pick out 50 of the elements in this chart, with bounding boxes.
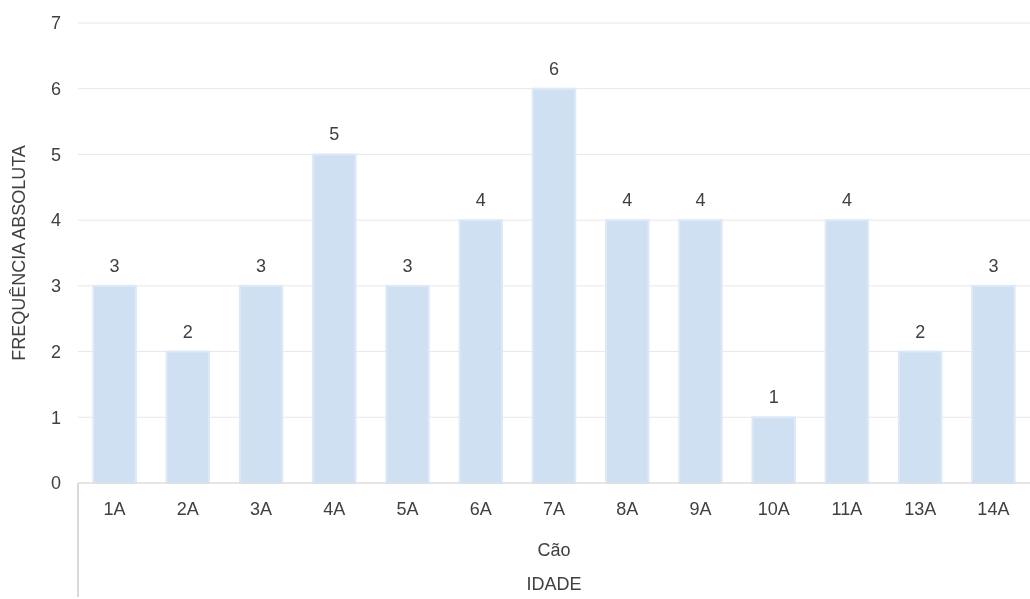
data-label: 5	[329, 124, 340, 145]
y-tick-label: 3	[50, 276, 61, 297]
y-tick-label: 1	[50, 407, 61, 428]
bar	[385, 284, 430, 484]
x-tick-label: 10A	[757, 498, 790, 519]
data-label: 4	[622, 190, 633, 211]
x-tick-label: 3A	[250, 498, 273, 519]
y-tick-label: 6	[50, 78, 61, 99]
data-label: 2	[182, 321, 193, 342]
bar	[751, 416, 796, 484]
x-tick-label: 9A	[689, 498, 712, 519]
data-label: 4	[695, 190, 706, 211]
data-label: 6	[548, 58, 560, 79]
x-tick-label: 8A	[616, 498, 639, 519]
data-label: 1	[768, 387, 779, 408]
text: Cão	[537, 540, 571, 560]
x-tick-label: 7A	[542, 498, 566, 519]
bar	[92, 284, 137, 484]
data-label: 3	[402, 255, 413, 276]
x-tick-label: 14A	[977, 498, 1010, 519]
bar	[824, 219, 870, 484]
x-tick-label: 5A	[396, 498, 419, 519]
x-tick-label: 6A	[469, 498, 492, 519]
data-label: 3	[988, 255, 999, 276]
bar	[238, 284, 284, 484]
y-axis-title: FREQUÊNCIA ABSOLUTA	[9, 145, 29, 361]
y-tick-label: 2	[50, 341, 61, 362]
bar	[312, 153, 357, 484]
data-label: 2	[915, 321, 926, 342]
bar	[971, 284, 1016, 484]
bar	[604, 219, 650, 484]
x-tick-label: 11A	[831, 498, 863, 519]
data-label: 4	[475, 190, 486, 211]
data-label: 4	[841, 190, 852, 211]
bar	[678, 219, 723, 484]
y-tick-label: 4	[50, 210, 61, 231]
x-tick-label: 13A	[904, 498, 937, 519]
bar	[531, 87, 577, 484]
x-axis-title: IDADE	[526, 574, 582, 594]
bar	[458, 219, 504, 484]
bar	[165, 350, 211, 484]
y-tick-label: 7	[50, 13, 61, 34]
y-tick-label: 0	[50, 473, 61, 494]
y-tick-label: 5	[50, 144, 61, 165]
bar	[897, 350, 943, 484]
x-tick-label: 4A	[323, 498, 346, 519]
x-tick-label: 1A	[103, 498, 126, 519]
data-label: 3	[256, 255, 267, 276]
x-tick-label: 2A	[176, 498, 199, 519]
data-label: 3	[109, 255, 120, 276]
